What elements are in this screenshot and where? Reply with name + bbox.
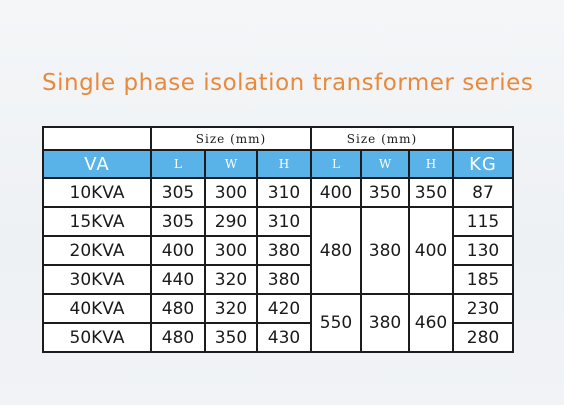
length-cell: 305	[150, 177, 206, 208]
width-cell: 300	[204, 177, 258, 208]
table-row: 30KVA 440 320 380 185	[42, 264, 514, 295]
length-cell: 480	[150, 293, 206, 324]
weight-header: KG	[452, 149, 514, 179]
size-group-header: Size (mm)	[150, 126, 312, 151]
weight-cell: 115	[452, 206, 514, 237]
va-cell: 15KVA	[42, 206, 152, 237]
height-cell: 310	[256, 206, 312, 237]
width-cell: 320	[204, 293, 258, 324]
va-cell: 40KVA	[42, 293, 152, 324]
width-cell: 320	[204, 264, 258, 295]
height-cell: 430	[256, 322, 312, 353]
width-header: W	[204, 149, 258, 179]
height-cell: 380	[256, 235, 312, 266]
table-row: 20KVA 400 300 380 130	[42, 235, 514, 266]
va-header: VA	[42, 149, 152, 179]
package-length-cell: 550	[310, 293, 362, 353]
package-size-group-header: Size (mm)	[310, 126, 454, 151]
package-length-header: L	[310, 149, 362, 179]
package-height-cell: 350	[408, 177, 454, 208]
package-height-cell: 400	[408, 206, 454, 295]
package-length-cell: 480	[310, 206, 362, 295]
length-cell: 305	[150, 206, 206, 237]
height-cell: 380	[256, 264, 312, 295]
table-row: 15KVA 305 290 310 480 380 400 115	[42, 206, 514, 295]
va-cell: 10KVA	[42, 177, 152, 208]
weight-cell: 130	[452, 235, 514, 266]
corner-cell	[452, 126, 514, 151]
height-cell: 420	[256, 293, 312, 324]
va-cell: 20KVA	[42, 235, 152, 266]
va-cell: 30KVA	[42, 264, 152, 295]
weight-cell: 280	[452, 322, 514, 353]
package-width-cell: 350	[360, 177, 410, 208]
table-row: 50KVA 480 350 430 280	[42, 322, 514, 353]
group-header-row: Size (mm) Size (mm)	[42, 126, 514, 151]
corner-cell	[42, 126, 152, 151]
width-cell: 350	[204, 322, 258, 353]
height-cell: 310	[256, 177, 312, 208]
length-header: L	[150, 149, 206, 179]
length-cell: 440	[150, 264, 206, 295]
package-width-header: W	[360, 149, 410, 179]
table-row: 40KVA 480 320 420 550 380 460 230	[42, 293, 514, 353]
height-header: H	[256, 149, 312, 179]
length-cell: 480	[150, 322, 206, 353]
spec-table: Size (mm) Size (mm) VA L W H L W H KG 10…	[42, 126, 514, 353]
length-cell: 400	[150, 235, 206, 266]
package-length-cell: 400	[310, 177, 362, 208]
page-title: Single phase isolation transformer serie…	[42, 70, 534, 96]
package-width-cell: 380	[360, 293, 410, 353]
package-height-header: H	[408, 149, 454, 179]
package-width-cell: 380	[360, 206, 410, 295]
table-row: 10KVA 305 300 310 400 350 350 87	[42, 177, 514, 208]
va-cell: 50KVA	[42, 322, 152, 353]
width-cell: 290	[204, 206, 258, 237]
weight-cell: 185	[452, 264, 514, 295]
width-cell: 300	[204, 235, 258, 266]
package-height-cell: 460	[408, 293, 454, 353]
column-header-row: VA L W H L W H KG	[42, 149, 514, 179]
weight-cell: 87	[452, 177, 514, 208]
weight-cell: 230	[452, 293, 514, 324]
